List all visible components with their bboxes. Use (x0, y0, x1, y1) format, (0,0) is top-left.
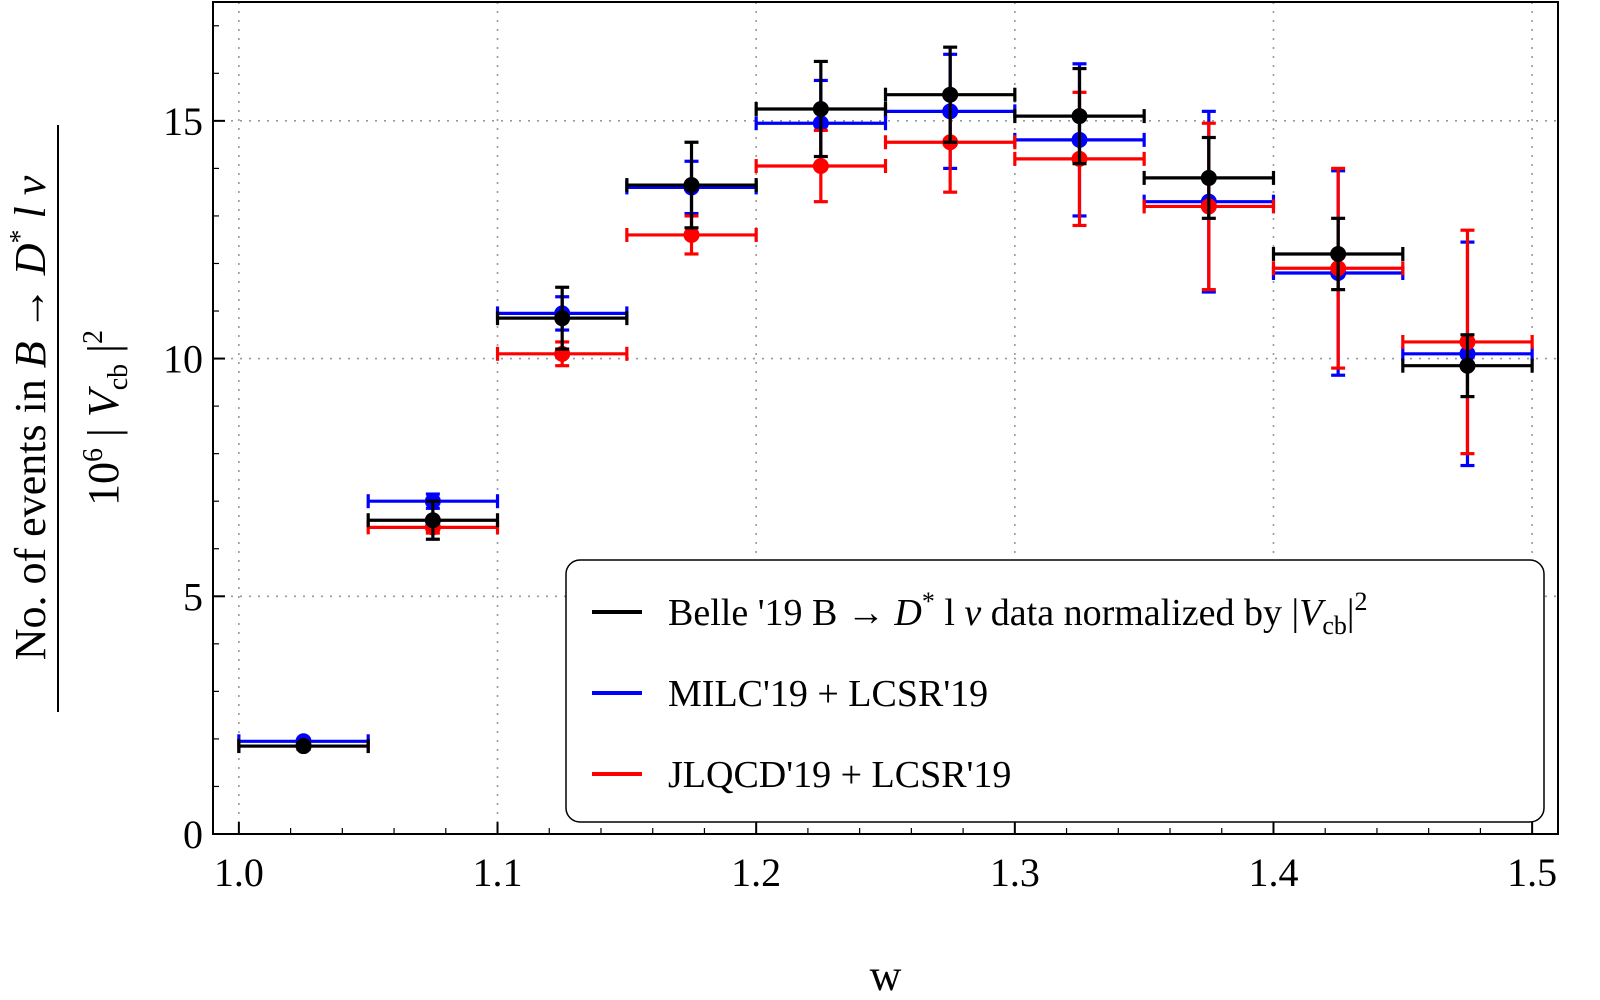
legend-item: MILC'19 + LCSR'19 (592, 673, 988, 715)
data-point (625, 140, 758, 230)
data-marker (812, 158, 829, 175)
legend: Belle '19 B → D* l ν data normalized by … (565, 559, 1545, 823)
ylabel-den-v: V (79, 385, 128, 417)
legend-label-part: Belle '19 B → (668, 592, 894, 634)
legend-label-part: data normalized by | (981, 592, 1299, 634)
x-tick-label: 1.0 (214, 850, 264, 895)
data-point (237, 738, 370, 755)
data-point (1142, 135, 1276, 220)
y-tick-label: 0 (183, 812, 203, 857)
legend-label-part: | (1347, 592, 1355, 634)
legend-item: Belle '19 B → D* l ν data normalized by … (592, 587, 1367, 640)
plot-frame (212, 1, 1559, 835)
data-point (495, 285, 629, 351)
data-marker (554, 310, 571, 327)
series-2 (237, 45, 1534, 755)
legend-label-part: D (893, 592, 921, 634)
ylabel-den-bar: | (79, 417, 128, 448)
data-marker (1200, 169, 1217, 186)
legend-label-part: V (1299, 592, 1326, 634)
x-tick-labels: 1.0 1.1 1.2 1.3 1.4 1.5 (214, 850, 1557, 895)
data-marker (1071, 108, 1088, 125)
data-marker (1330, 245, 1347, 262)
ylabel-den-sub: cb (103, 364, 134, 390)
data-series (237, 45, 1534, 755)
axis-ticks (213, 25, 1534, 835)
legend-label-part: JLQCD'19 + LCSR'19 (668, 754, 1011, 796)
data-marker (424, 512, 441, 529)
ylabel-num-b: B (6, 341, 55, 368)
data-marker (942, 86, 959, 103)
legend-label: JLQCD'19 + LCSR'19 (668, 754, 1011, 796)
data-point (1401, 333, 1534, 399)
legend-label: Belle '19 B → D* l ν data normalized by … (668, 587, 1367, 640)
legend-label-part: ν (964, 592, 981, 634)
x-tick-label: 1.4 (1248, 850, 1298, 895)
ylabel-den-sq: 2 (78, 330, 109, 344)
y-tick-label: 5 (183, 574, 203, 619)
legend-label-part: l (935, 592, 965, 634)
y-tick-labels: 0 5 10 15 (163, 99, 203, 857)
legend-label: MILC'19 + LCSR'19 (668, 673, 988, 715)
y-axis-label-denominator: 106 | Vcb |2 (78, 330, 134, 506)
y-axis-label: No. of events in B → D* l ν 106 | Vcb |2 (5, 125, 134, 712)
x-tick-label: 1.2 (731, 850, 781, 895)
legend-label-part: MILC'19 + LCSR'19 (668, 673, 988, 715)
y-tick-label: 15 (163, 99, 203, 144)
legend-label-part: * (922, 587, 935, 616)
ylabel-num-arrow: → (6, 275, 55, 341)
x-tick-label: 1.3 (990, 850, 1040, 895)
ylabel-num-rest: l ν (6, 175, 55, 229)
ylabel-den-exp: 6 (78, 448, 109, 462)
data-point (1013, 66, 1146, 166)
x-axis-label: w (870, 951, 902, 1000)
y-tick-label: 10 (163, 337, 203, 382)
ylabel-num-dstar: D (6, 243, 55, 276)
ylabel-den-factor: 10 (79, 462, 128, 506)
legend-box (565, 559, 1545, 823)
data-point (754, 59, 888, 159)
ylabel-num-prefix: No. of events in (6, 368, 55, 660)
x-tick-label: 1.5 (1507, 850, 1557, 895)
data-point (1271, 216, 1405, 292)
data-marker (1459, 357, 1476, 374)
legend-items: Belle '19 B → D* l ν data normalized by … (592, 587, 1367, 796)
legend-label-part: 2 (1354, 587, 1367, 616)
x-tick-label: 1.1 (473, 850, 523, 895)
data-marker (683, 226, 700, 243)
ylabel-den-close: | (79, 344, 128, 364)
data-marker (812, 100, 829, 117)
data-marker (683, 177, 700, 194)
data-marker (295, 738, 312, 755)
legend-label-part: cb (1322, 611, 1347, 640)
legend-item: JLQCD'19 + LCSR'19 (592, 754, 1011, 796)
y-axis-label-numerator: No. of events in B → D* l ν (5, 175, 55, 660)
data-point (366, 499, 500, 541)
data-point (883, 45, 1017, 144)
ylabel-num-star: * (5, 230, 36, 244)
